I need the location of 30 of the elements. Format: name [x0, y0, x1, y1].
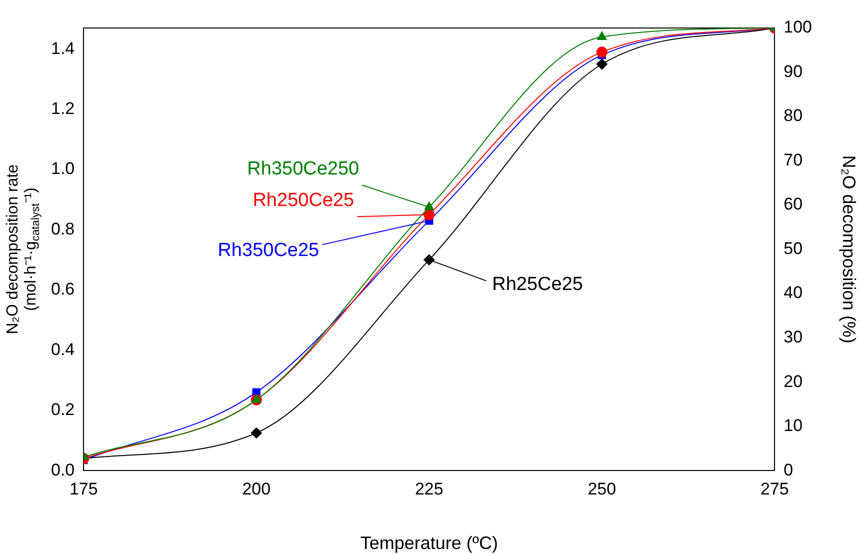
x-tick-label: 225 — [414, 479, 444, 498]
text: Rh25Ce25 — [492, 274, 583, 296]
text: Rh350Ce25 — [218, 240, 320, 261]
text: Rh350Ce250 — [247, 158, 360, 180]
x-tick-label: 200 — [242, 479, 271, 498]
y2-tick-label: 30 — [784, 328, 803, 347]
y-tick-label: 0.4 — [50, 340, 75, 359]
y-tick-label: 0.2 — [50, 400, 75, 420]
y2-axis-title: N₂O decomposition (%) — [839, 155, 860, 344]
y2-tick-label: 10 — [784, 416, 803, 436]
y2-tick-label: 20 — [784, 372, 803, 391]
y2-tick-label: 50 — [784, 238, 803, 258]
y2-tick-label: 60 — [784, 194, 803, 214]
y2-tick-label: 80 — [784, 106, 803, 126]
y-tick-label: 0.8 — [50, 219, 75, 238]
x-tick-label: 250 — [588, 479, 616, 498]
x-tick-label: 275 — [760, 479, 789, 498]
x-tick-label: 175 — [69, 479, 98, 498]
y-tick-label: 0.0 — [50, 460, 75, 480]
text: Rh250Ce25 — [252, 190, 354, 211]
y2-tick-label: 70 — [784, 150, 803, 170]
y2-tick-label: 40 — [784, 283, 803, 302]
y-tick-label: 1.4 — [50, 38, 75, 58]
y-tick-label: 1.2 — [50, 98, 75, 118]
y2-tick-label: 90 — [784, 62, 803, 81]
y-tick-label: 1.0 — [50, 159, 75, 178]
x-axis-title: Temperature (ºC) — [360, 532, 498, 553]
y-tick-label: 0.6 — [50, 280, 75, 299]
y2-tick-label: 100 — [784, 18, 812, 37]
y2-tick-label: 0 — [784, 460, 794, 480]
